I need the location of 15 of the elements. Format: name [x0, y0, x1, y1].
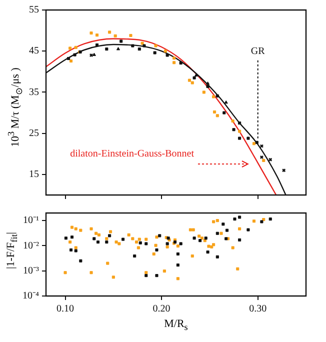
x-tick-label: 0.20	[152, 304, 170, 315]
y-tick-label: 10⁻²	[23, 240, 39, 252]
x-tick-label: 0.30	[249, 304, 267, 315]
y-tick-label: 10⁻¹	[23, 215, 39, 226]
y-tick-label: 15	[29, 169, 39, 180]
x-tick-label: 0.10	[56, 304, 74, 315]
x-axis-title: M/R$_{s}$	[163, 318, 189, 332]
y-tick-label: 10⁻³	[23, 265, 39, 276]
y-tick-label: 45	[29, 46, 39, 57]
y-tick-label: 35	[29, 86, 39, 98]
annotation: dilaton-Einstein-Gauss-Bonnet	[70, 148, 194, 160]
y-tick-label: 10⁻⁴	[22, 290, 40, 302]
y-tick-label: 25	[29, 128, 39, 139]
annotation: GR	[250, 46, 266, 58]
y-tick-label: 55	[29, 4, 39, 16]
